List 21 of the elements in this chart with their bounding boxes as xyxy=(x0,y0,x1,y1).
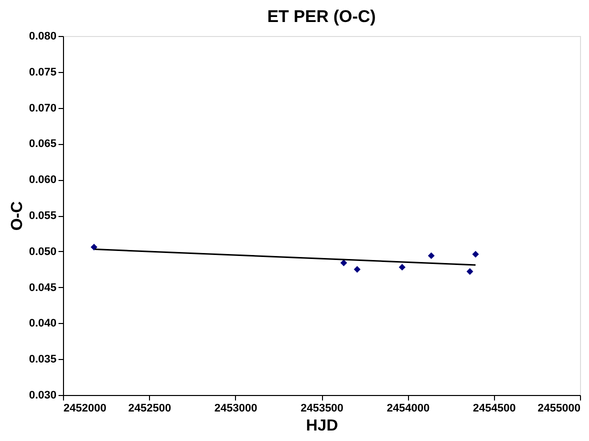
y-tick-label: 0.070 xyxy=(28,102,56,114)
x-tick-label: 2453000 xyxy=(214,402,258,414)
chart-title: ET PER (O-C) xyxy=(267,7,376,26)
y-tick-label: 0.035 xyxy=(28,354,56,366)
y-tick-label: 0.040 xyxy=(28,318,56,330)
x-tick-label: 2452500 xyxy=(128,402,172,414)
x-tick-label: 2452000 xyxy=(64,402,106,414)
y-tick-label: 0.055 xyxy=(28,210,56,222)
y-tick-label: 0.045 xyxy=(28,282,56,294)
x-tick-label: 2455000 xyxy=(538,402,580,414)
x-axis-title: HJD xyxy=(306,418,338,434)
y-tick-label: 0.080 xyxy=(28,30,56,42)
y-tick-label: 0.065 xyxy=(28,138,56,150)
y-tick-label: 0.075 xyxy=(28,66,56,78)
y-tick-label: 0.030 xyxy=(28,390,56,402)
x-tick-label: 2453500 xyxy=(300,402,344,414)
x-tick-label: 2454500 xyxy=(472,402,516,414)
y-tick-label: 0.050 xyxy=(28,246,56,258)
x-tick-label: 2454000 xyxy=(386,402,430,414)
y-axis-title: O-C xyxy=(8,200,26,231)
y-tick-label: 0.060 xyxy=(28,174,56,186)
